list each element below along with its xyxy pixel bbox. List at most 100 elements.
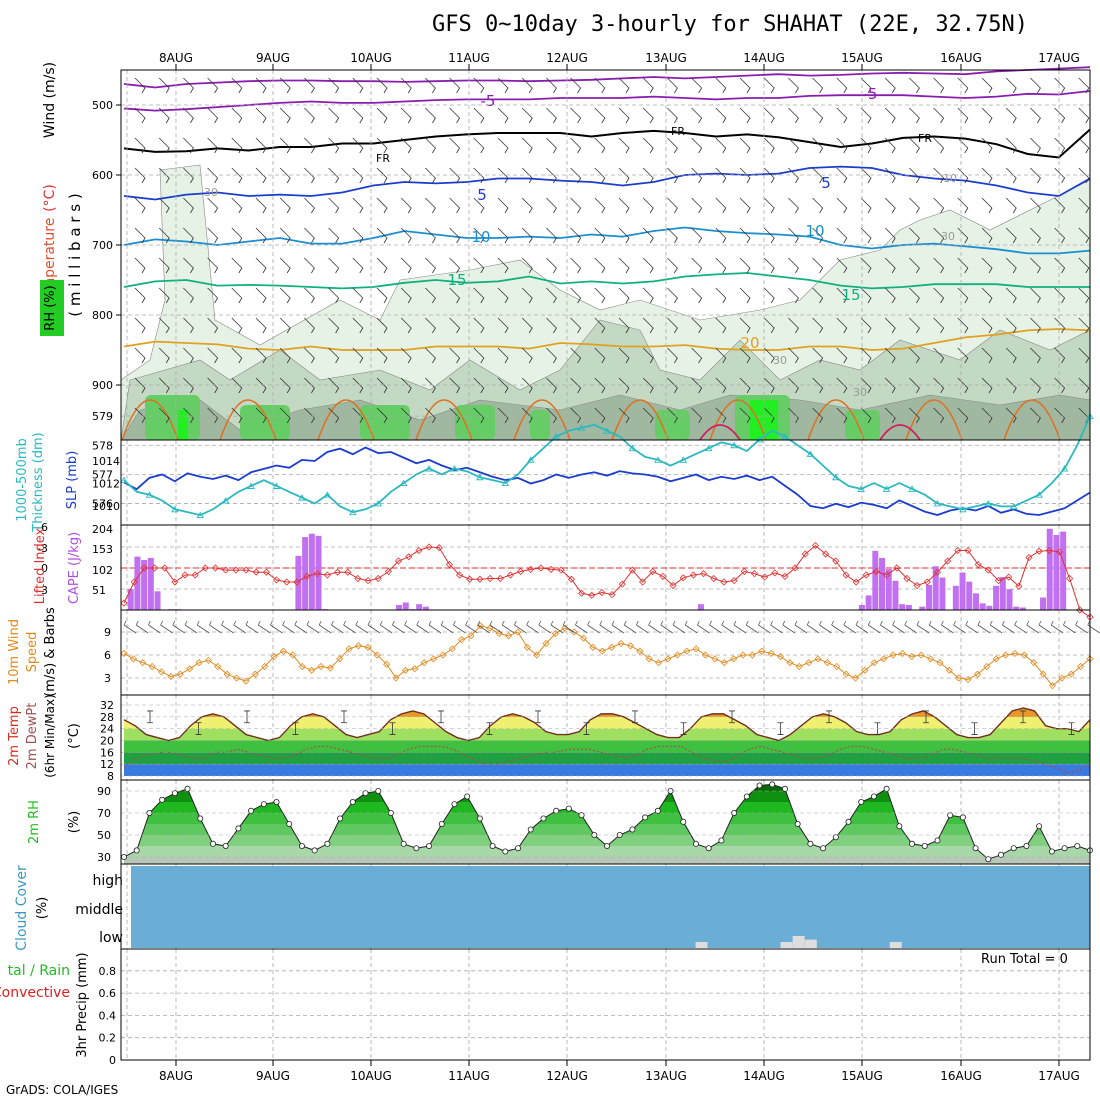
wind10m-marker <box>936 659 944 667</box>
rh2m-marker <box>400 840 407 847</box>
lifted-tick: 3 <box>41 584 48 597</box>
surface-isotherm-arc-5 <box>611 399 669 441</box>
wind-barb <box>618 317 630 334</box>
wind-barb <box>570 407 582 424</box>
wind-barb <box>1054 287 1066 304</box>
wind-barb <box>763 317 775 334</box>
rh2m-marker <box>680 818 687 825</box>
lifted-tick: 0 <box>41 562 48 575</box>
wind-barb <box>836 137 848 154</box>
lifted-index-marker <box>578 589 586 597</box>
wind-barb <box>812 347 824 364</box>
rh2m-marker <box>705 845 712 852</box>
wind10m-barb <box>880 620 893 634</box>
precip-tick: 0.2 <box>99 1032 117 1045</box>
thickness-marker <box>882 485 891 492</box>
wind-barb <box>570 377 582 394</box>
wind-barb <box>909 407 920 424</box>
wind10m-marker <box>204 656 212 664</box>
wind-barb <box>933 257 945 274</box>
wind-barb <box>304 77 315 94</box>
wind10m-marker <box>851 674 860 682</box>
wind-barb <box>1054 347 1066 364</box>
wind-barb <box>739 77 751 94</box>
wind-barb <box>279 317 291 334</box>
temp-minmax-bar <box>971 722 978 735</box>
cape-bar <box>402 602 409 610</box>
wind10m-marker <box>786 659 794 667</box>
lifted-index-marker <box>639 578 647 586</box>
isotherm-10 <box>123 226 1091 255</box>
pressure-tick-label: 700 <box>92 239 113 252</box>
wind-barb <box>933 197 945 214</box>
wind-barb <box>884 377 896 394</box>
contour-label: -5 <box>863 85 878 103</box>
wind-barb <box>400 227 412 244</box>
rh2m-marker <box>286 821 293 828</box>
lifted-tick: -3 <box>37 542 48 555</box>
wind-barb <box>304 317 315 334</box>
wind-barb <box>207 317 219 334</box>
wind-barb <box>425 137 436 154</box>
wind-barb <box>812 377 824 394</box>
wind-barb <box>812 77 824 94</box>
temp-minmax-bar <box>292 722 299 735</box>
wind10m-marker <box>673 651 681 659</box>
wind-barb <box>279 107 291 124</box>
wind-barb <box>715 107 727 124</box>
wind-barb <box>739 287 751 304</box>
wind-barb <box>715 287 727 304</box>
lifted-index-marker <box>323 571 331 579</box>
wind-barb <box>763 347 775 364</box>
date-label-bottom: 16AUG <box>940 1069 982 1083</box>
wind10m-marker <box>289 651 297 659</box>
wind10m-marker <box>589 643 597 651</box>
lifted-index-marker <box>364 577 372 585</box>
cape-bar <box>959 572 966 610</box>
temp-minmax-bar <box>1068 722 1075 735</box>
wind-barb <box>836 347 848 364</box>
wind-barb <box>328 107 340 124</box>
wind10m-barb <box>928 620 942 634</box>
wind10m-marker <box>458 636 466 644</box>
wind-barb <box>352 167 364 184</box>
rh2m-marker <box>1074 843 1081 850</box>
wind-barb <box>691 347 703 364</box>
thickness-marker <box>552 433 560 440</box>
wind-barb <box>1054 197 1066 214</box>
wind-barb <box>981 257 993 274</box>
ylabel-wind10m-speed: Speed <box>25 632 40 673</box>
cape-bar <box>1053 535 1060 610</box>
wind10m-barb <box>916 620 930 634</box>
ylabel-cape: CAPE (J/kg) <box>67 532 82 604</box>
wind-barb <box>981 197 993 214</box>
wind10m-barb <box>989 620 1003 634</box>
wind10m-marker <box>373 651 381 659</box>
wind-barb <box>231 167 243 184</box>
wind-barb <box>909 77 920 94</box>
wind-barb <box>546 77 557 94</box>
cape-bar <box>905 605 912 610</box>
wind10m-marker <box>401 666 409 674</box>
wind-barb <box>860 257 872 274</box>
wind-barb <box>715 407 727 424</box>
wind-barb <box>1054 137 1066 154</box>
rh2m-marker <box>909 840 916 847</box>
wind-barb <box>763 257 775 274</box>
date-label-top: 15AUG <box>841 51 883 65</box>
wind-barb <box>279 287 291 304</box>
wind-barb <box>328 317 340 334</box>
wind-barb <box>836 167 848 184</box>
wind-barb <box>570 197 582 214</box>
wind-barb <box>328 347 340 364</box>
wind-barb <box>352 107 364 124</box>
cape-bar <box>966 581 973 610</box>
wind10m-marker <box>542 639 550 648</box>
wind-barb <box>449 227 461 244</box>
lifted-index-marker <box>537 564 545 572</box>
precip-tick: 0.4 <box>99 1009 117 1022</box>
wind-barb <box>933 407 945 424</box>
wind-barb <box>618 197 630 214</box>
wind-barb <box>642 377 654 394</box>
wind10m-marker <box>486 624 494 632</box>
